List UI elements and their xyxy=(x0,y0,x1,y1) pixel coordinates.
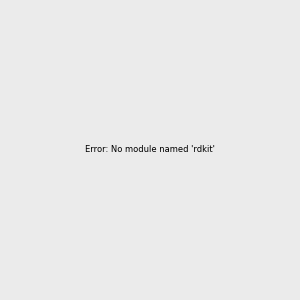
Text: Error: No module named 'rdkit': Error: No module named 'rdkit' xyxy=(85,146,215,154)
